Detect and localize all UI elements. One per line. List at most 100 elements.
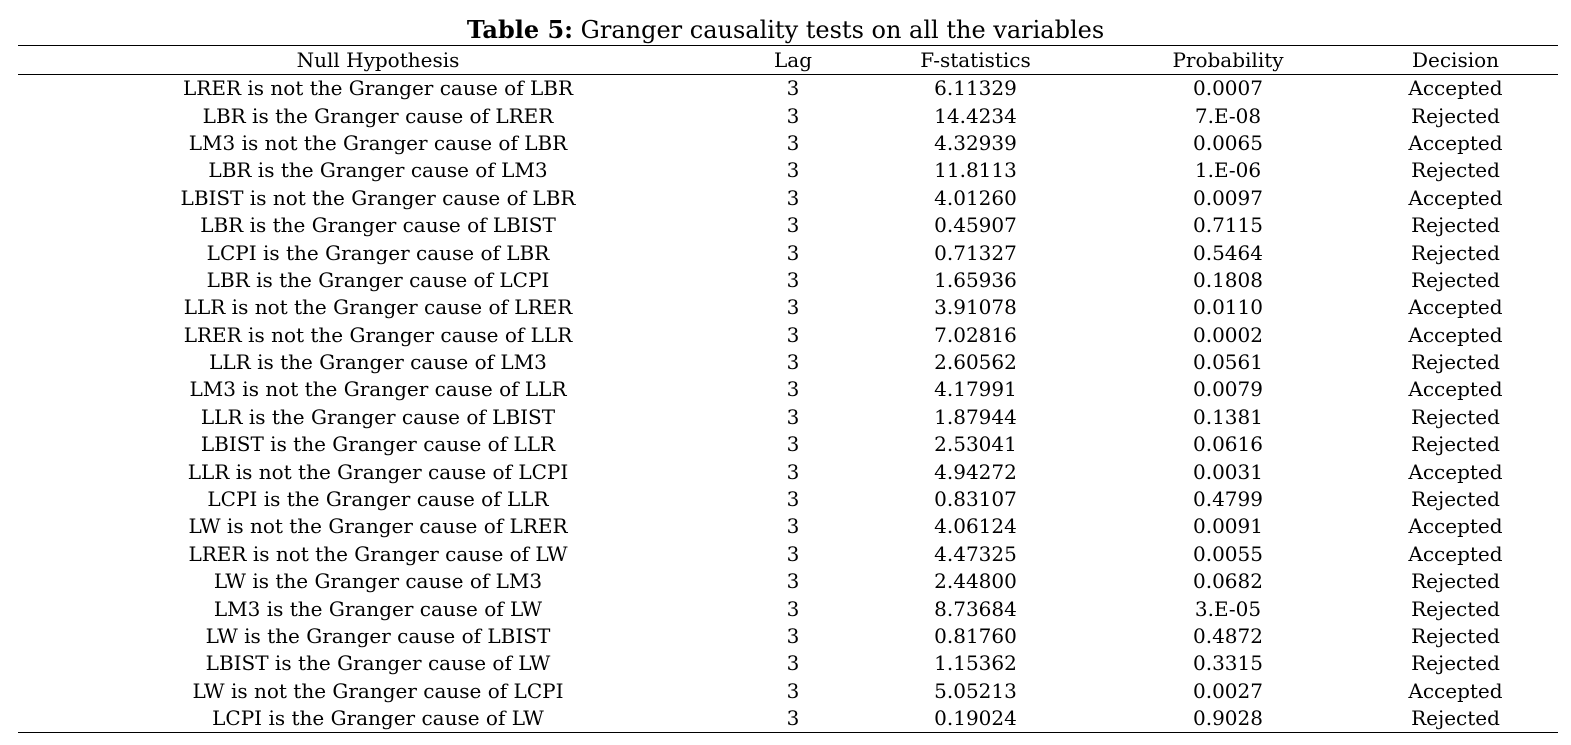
cell-null-hypothesis: LBR is the Granger cause of LRER [202,103,554,128]
header-decision: Decision [1353,45,1558,75]
cell-probability: 0.0616 [1193,432,1263,457]
table-container: Null Hypothesis Lag F-statistics Probabi… [18,45,1558,734]
cell-null-hypothesis: LM3 is not the Granger cause of LBR [188,130,568,155]
cell-lag: 3 [786,377,800,402]
cell-lag: 3 [786,185,800,210]
cell-probability: 0.0055 [1193,541,1263,566]
cell-f-statistic: 0.81760 [934,624,1017,648]
cell-lag: 3 [786,432,800,457]
cell-probability: 0.1381 [1193,404,1263,429]
cell-probability: 0.7115 [1193,213,1263,238]
cell-decision: Rejected [1411,569,1500,594]
cell-f-statistic: 0.19024 [848,704,1103,734]
cell-f-statistic: 1.65936 [934,267,1017,292]
table-row: LLR is the Granger cause of LM3 3 2.60562 0… [18,349,1558,376]
cell-probability: 0.0091 [1193,514,1263,539]
cell-f-statistic: 4.01260 [934,185,1017,210]
cell-lag: 3 [786,624,800,648]
cell-f-statistic: 2.44800 [934,569,1017,594]
cell-lag: 3 [786,487,800,512]
table-row: LW is the Granger cause of LM3 3 2.44800 0.… [18,568,1558,595]
table-row: LCPI is the Granger cause of LBR 3 0.71327… [18,239,1558,266]
cell-null-hypothesis: LCPI is the Granger cause of LBR [206,240,550,265]
cell-null-hypothesis: LLR is the Granger cause of LM3 [209,350,547,375]
cell-decision: Accepted [1408,377,1503,402]
cell-lag: 3 [786,596,800,621]
cell-f-statistic: 8.73684 [934,596,1017,621]
table-body: LRER is not the Granger cause of LBR 3 6.1… [18,75,1558,734]
cell-null-hypothesis: LW is not the Granger cause of LRER [188,514,568,539]
cell-probability: 0.0065 [1193,130,1263,155]
cell-probability: 0.1808 [1193,267,1263,292]
cell-null-hypothesis: LW is the Granger cause of LM3 [213,569,543,594]
cell-decision: Accepted [1408,295,1503,320]
cell-f-statistic: 6.11329 [934,76,1017,101]
cell-f-statistic: 4.06124 [934,514,1017,539]
cell-decision: Rejected [1411,158,1500,183]
table-caption-label: Table 5: [466,15,574,44]
cell-f-statistic: 1.15362 [934,651,1017,676]
cell-probability: 0.4799 [1193,487,1263,512]
cell-lag: 3 [786,569,800,594]
cell-null-hypothesis: LBIST is not the Granger cause of LBR [180,185,576,210]
cell-decision: Accepted [1408,130,1503,155]
table-caption-text: Granger causality tests on all the varia… [580,16,1105,44]
cell-decision: Rejected [1411,267,1500,292]
table-row: LBIST is the Granger cause of LLR 3 2.5304… [18,431,1558,458]
table-row: LM3 is the Granger cause of LW 3 8.73684 3.… [18,595,1558,622]
cell-decision: Rejected [1411,651,1500,676]
cell-decision: Accepted [1408,185,1503,210]
cell-lag: 3 [786,130,800,155]
cell-probability: 0.0031 [1193,459,1263,484]
table-row: LBIST is not the Granger cause of LBR 3 4.… [18,185,1558,212]
cell-lag: 3 [786,295,800,320]
cell-f-statistic: 0.45907 [934,213,1017,238]
cell-decision: Rejected [1411,103,1500,128]
table-row: LLR is not the Granger cause of LRER 3 3.9… [18,294,1558,321]
cell-decision: Accepted [1408,678,1503,703]
cell-f-statistic: 0.71327 [934,240,1017,265]
header-null-hypothesis: Null Hypothesis [18,45,738,75]
cell-decision: Accepted [1408,76,1503,101]
cell-probability: 0.0110 [1193,295,1263,320]
cell-null-hypothesis: LRER is not the Granger cause of LBR [183,76,573,101]
cell-lag: 3 [786,651,800,676]
cell-probability: 1.E-06 [1194,158,1262,183]
cell-f-statistic: 4.47325 [934,541,1017,566]
cell-null-hypothesis: LRER is not the Granger cause of LW [188,541,568,566]
cell-decision: Accepted [1408,514,1503,539]
cell-probability: 0.0682 [1193,569,1263,594]
cell-f-statistic: 4.17991 [934,377,1017,402]
cell-lag: 3 [786,404,800,429]
cell-lag: 3 [786,213,800,238]
cell-null-hypothesis: LW is not the Granger cause of LCPI [192,678,564,703]
table-row: LLR is the Granger cause of LBIST 3 1.8794… [18,404,1558,431]
cell-null-hypothesis: LCPI is the Granger cause of LW [18,704,738,734]
cell-null-hypothesis: LBR is the Granger cause of LM3 [208,158,548,183]
cell-decision: Rejected [1411,350,1500,375]
table-row: LRER is not the Granger cause of LBR 3 6.1… [18,75,1558,103]
cell-probability: 0.0002 [1193,322,1263,347]
cell-null-hypothesis: LM3 is the Granger cause of LW [213,596,543,621]
cell-null-hypothesis: LBIST is the Granger cause of LW [205,651,551,676]
cell-null-hypothesis: LM3 is not the Granger cause of LLR [189,377,567,402]
table-row: LRER is not the Granger cause of LW 3 4.47… [18,541,1558,568]
cell-f-statistic: 5.05213 [934,678,1017,703]
cell-f-statistic: 7.02816 [934,322,1017,347]
cell-f-statistic: 0.83107 [934,487,1017,512]
cell-probability: 0.4872 [1193,624,1263,648]
cell-decision: Rejected [1411,624,1500,648]
granger-causality-table: Null Hypothesis Lag F-statistics Probabi… [18,45,1558,734]
table-row: LCPI is the Granger cause of LLR 3 0.83107… [18,486,1558,513]
cell-f-statistic: 4.94272 [934,459,1017,484]
cell-lag: 3 [786,541,800,566]
header-row: Null Hypothesis Lag F-statistics Probabi… [18,45,1558,75]
cell-lag: 3 [786,267,800,292]
cell-decision: Accepted [1408,322,1503,347]
cell-lag: 3 [786,240,800,265]
cell-f-statistic: 14.4234 [934,103,1017,128]
cell-probability: 0.0097 [1193,185,1263,210]
cell-lag: 3 [786,350,800,375]
cell-decision: Accepted [1408,541,1503,566]
table-header: Null Hypothesis Lag F-statistics Probabi… [18,45,1558,75]
